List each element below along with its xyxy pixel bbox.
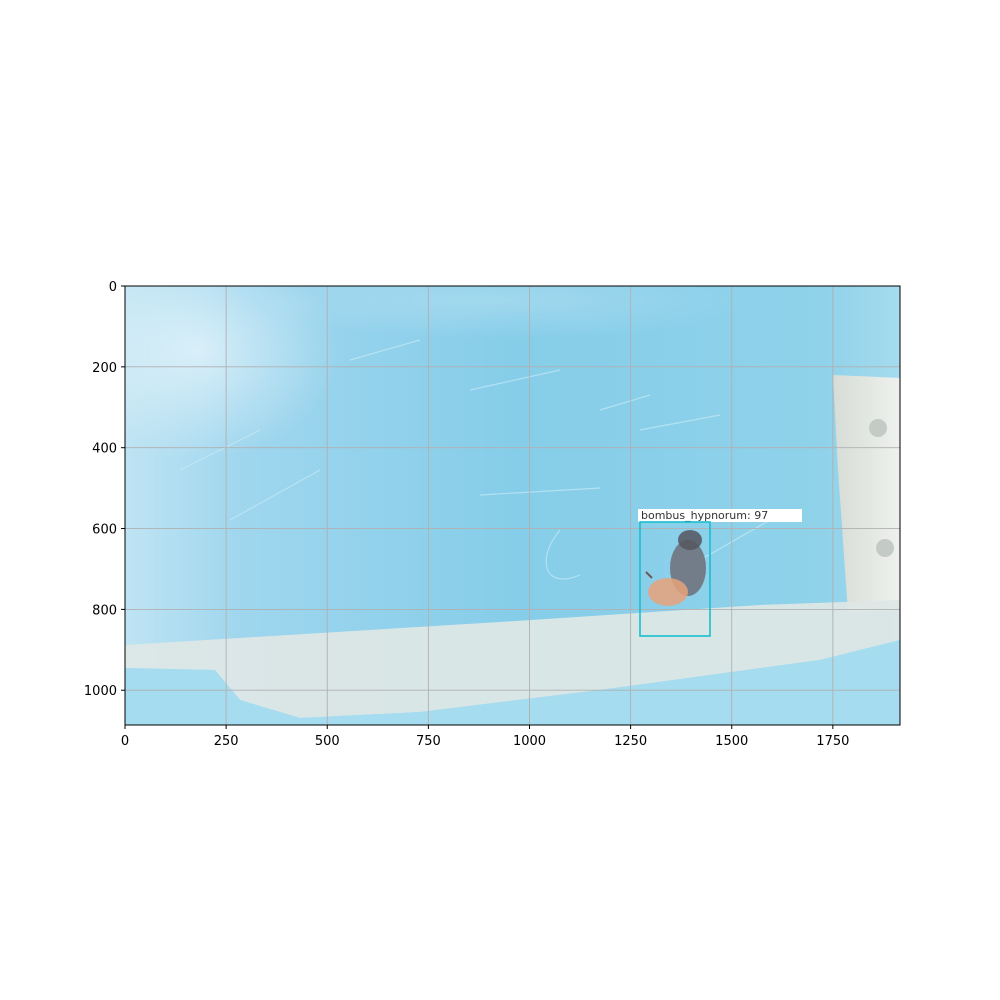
x-tick-label: 0 (121, 734, 129, 749)
ledge-shadow (125, 640, 900, 725)
x-tick-label: 500 (315, 734, 340, 749)
bee-leg (645, 571, 653, 579)
y-tick-label: 800 (92, 603, 117, 618)
detection-label: bombus_hypnorum: 97 (641, 509, 768, 522)
y-tick-label: 400 (92, 442, 117, 457)
detection: bombus_hypnorum: 97 (638, 509, 802, 637)
glare-top (250, 286, 750, 340)
scratches (179, 339, 771, 580)
x-tick-label: 1250 (614, 734, 647, 749)
y-tick-label: 600 (92, 523, 117, 538)
y-tick-label: 200 (92, 361, 117, 376)
y-tick-label: 0 (109, 280, 117, 295)
bee-abdomen (648, 578, 688, 606)
bumblebee (645, 530, 706, 606)
x-tick-label: 1000 (513, 734, 546, 749)
ledge (125, 600, 900, 718)
x-tick-label: 1500 (715, 734, 748, 749)
plate-screw-top (869, 419, 887, 437)
y-axis: 0 200 400 600 800 1000 (84, 280, 125, 699)
glare-left (125, 286, 340, 460)
x-tick-label: 250 (214, 734, 239, 749)
x-tick-label: 750 (416, 734, 441, 749)
detection-box (639, 521, 711, 637)
detection-label-background (638, 509, 802, 522)
axes-frame (124, 285, 901, 726)
plate-screw-bottom (876, 539, 894, 557)
bee-head (678, 530, 702, 550)
x-tick-label: 1750 (816, 734, 849, 749)
x-axis: 0 250 500 750 1000 1250 1500 1750 (121, 725, 849, 749)
y-tick-label: 1000 (84, 684, 117, 699)
photo (125, 286, 900, 725)
